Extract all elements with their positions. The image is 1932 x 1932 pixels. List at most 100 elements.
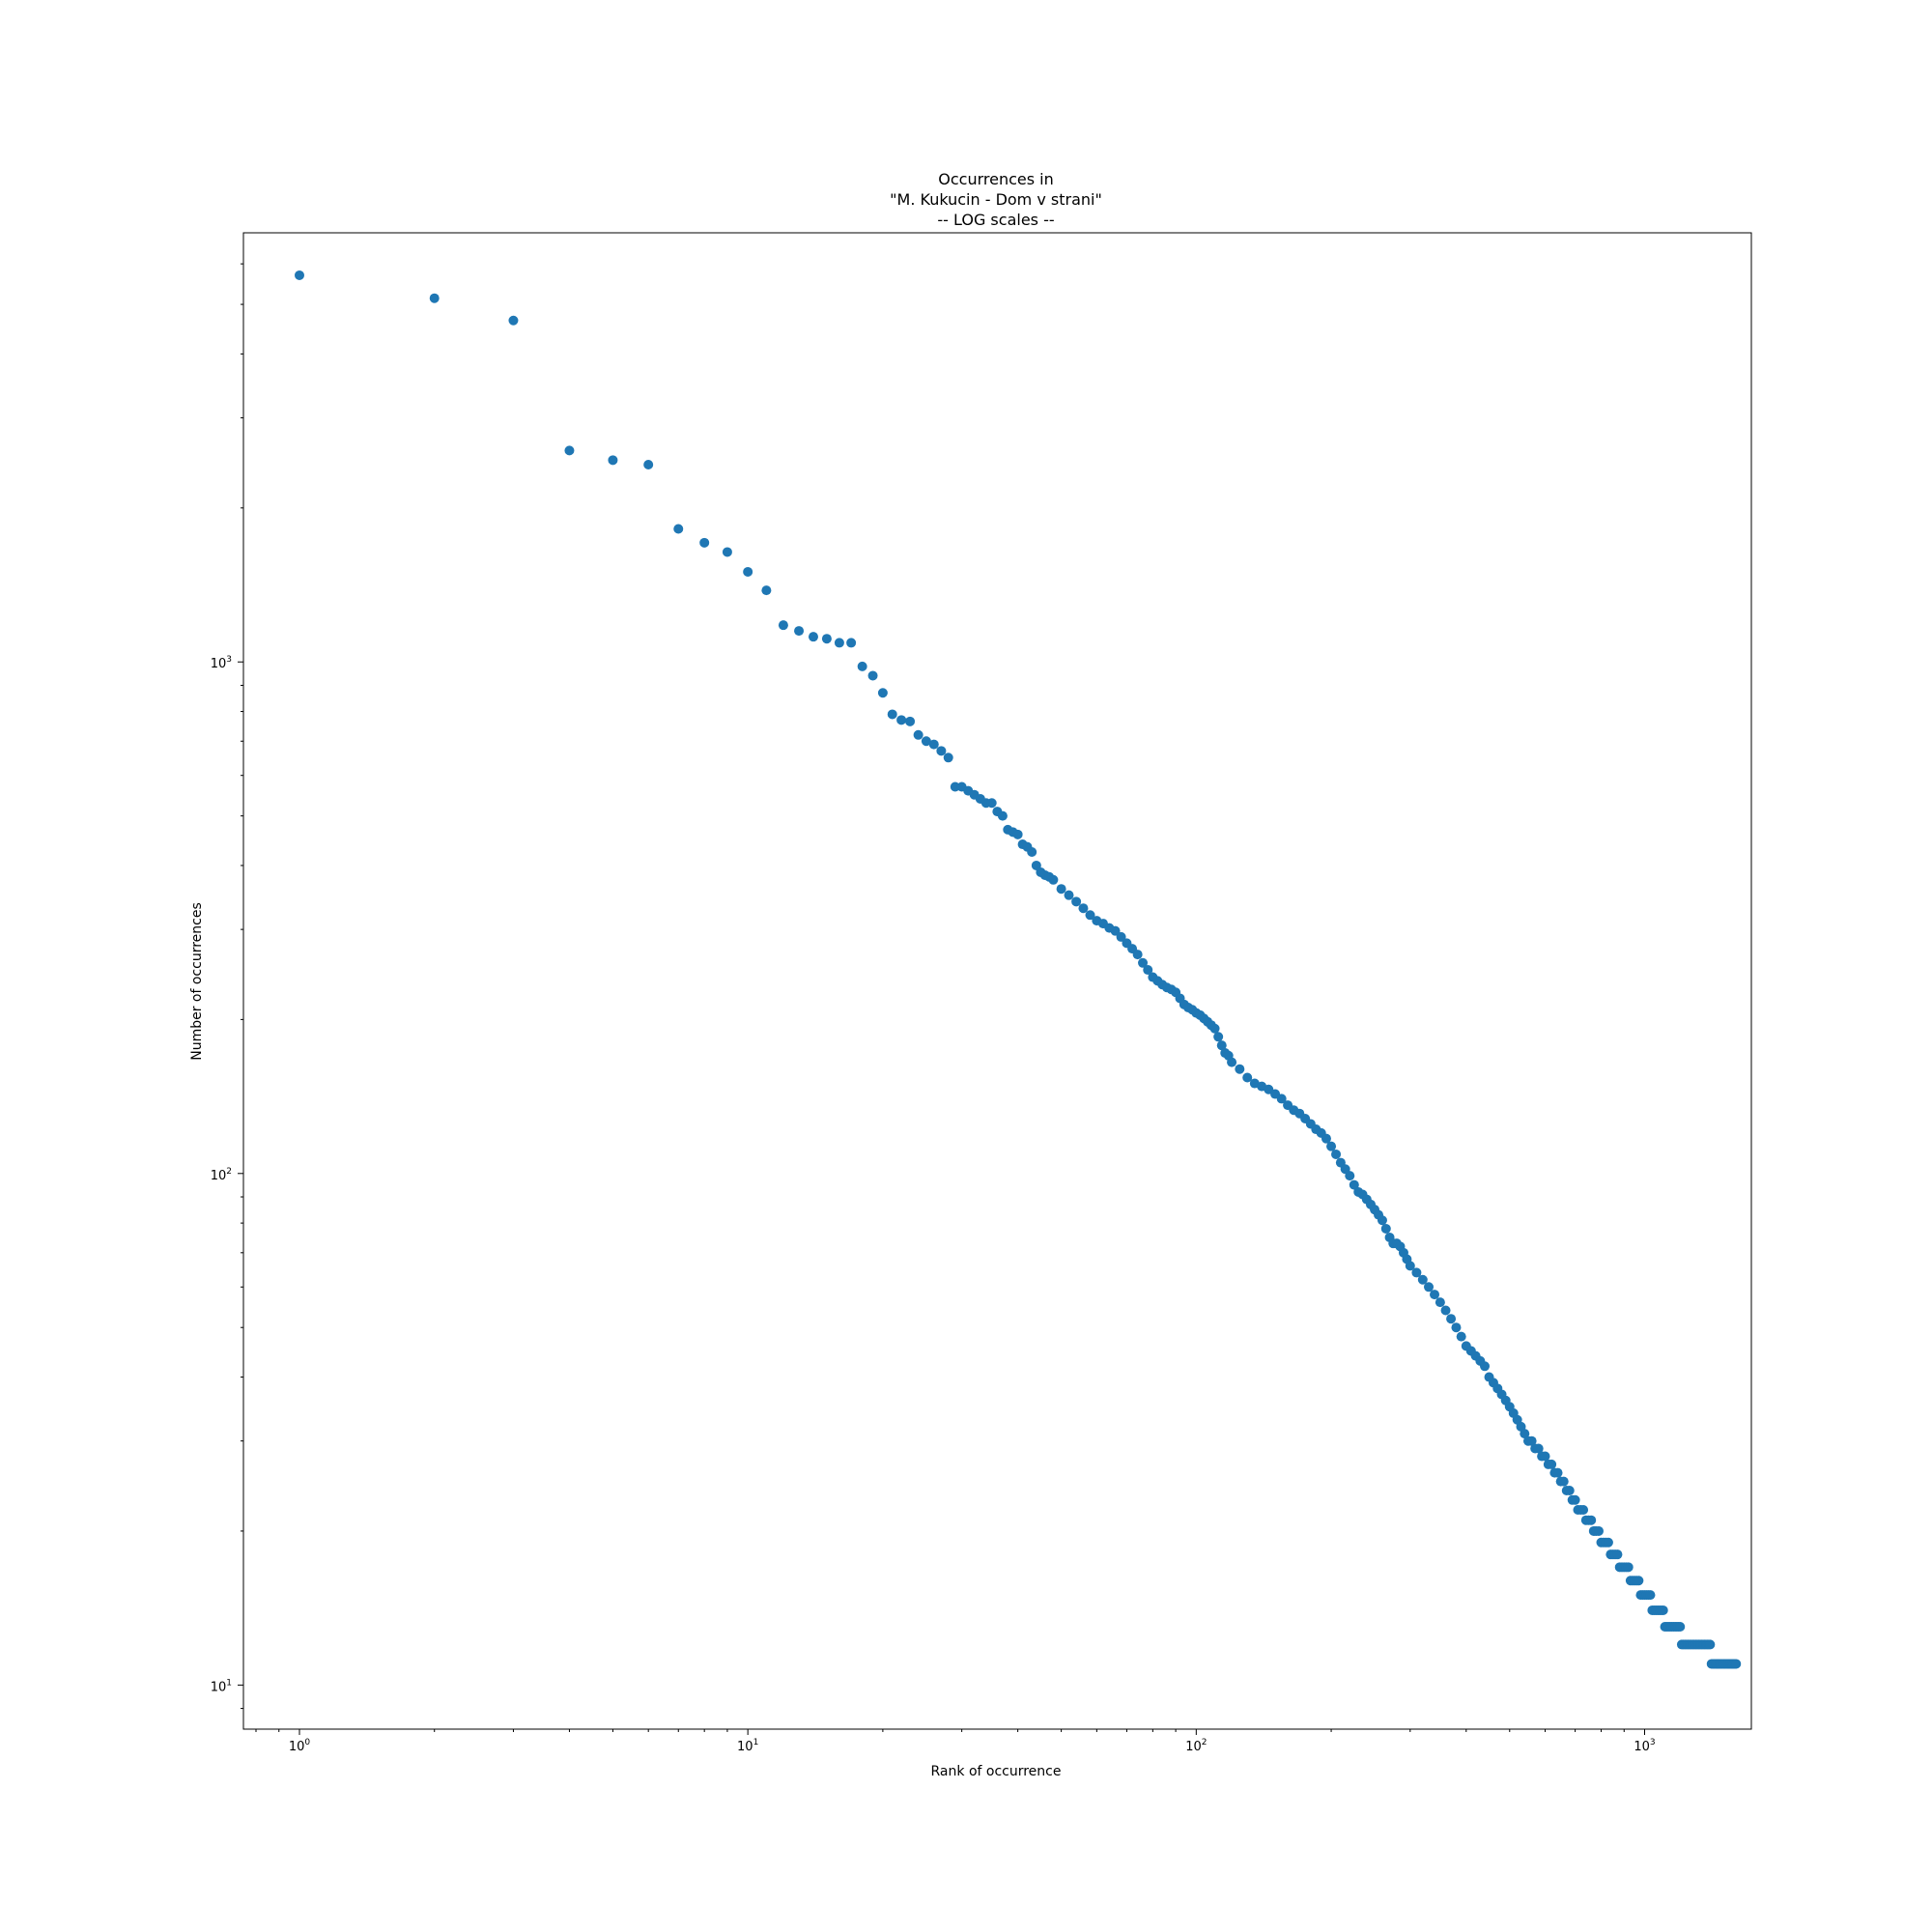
y-axis-ticks: 101 102 103 xyxy=(211,263,243,1710)
data-point-124 xyxy=(1430,1290,1440,1300)
data-point-173 xyxy=(1603,1537,1613,1548)
data-point-80 xyxy=(1213,1032,1224,1042)
chart-title: Occurrences in "M. Kukucin - Dom v stran… xyxy=(890,170,1102,229)
data-point-156 xyxy=(1558,1476,1569,1487)
data-point-52 xyxy=(1078,903,1089,914)
data-point-35 xyxy=(986,798,997,809)
data-point-123 xyxy=(1424,1282,1435,1293)
data-point-163 xyxy=(1578,1505,1589,1516)
data-point-18 xyxy=(857,661,867,671)
data-point-105 xyxy=(1349,1179,1359,1190)
data-points xyxy=(294,270,1742,1669)
data-point-146 xyxy=(1526,1435,1537,1446)
data-point-210 xyxy=(1675,1622,1686,1633)
data-point-40 xyxy=(1012,829,1023,839)
data-point-28 xyxy=(943,753,953,763)
data-point-12 xyxy=(778,620,788,631)
data-point-169 xyxy=(1593,1525,1604,1536)
data-point-3 xyxy=(508,315,519,326)
data-point-250 xyxy=(1731,1659,1742,1669)
data-point-15 xyxy=(821,634,832,644)
data-point-48 xyxy=(1048,874,1059,885)
data-point-22 xyxy=(896,715,907,725)
data-point-193 xyxy=(1645,1590,1656,1601)
data-point-84 xyxy=(1227,1057,1237,1067)
data-point-24 xyxy=(913,729,923,740)
y-tick-label-1: 102 xyxy=(211,1167,232,1183)
data-point-101 xyxy=(1331,1149,1342,1159)
data-point-23 xyxy=(905,716,916,726)
data-point-134 xyxy=(1480,1361,1491,1372)
data-point-11 xyxy=(761,585,772,596)
plot-area-frame xyxy=(242,232,1752,1730)
data-point-21 xyxy=(887,709,897,720)
data-point-120 xyxy=(1405,1261,1415,1271)
data-point-10 xyxy=(743,566,753,577)
title-line-2: "M. Kukucin - Dom v strani" xyxy=(890,190,1102,209)
data-point-8 xyxy=(699,537,710,548)
data-point-5 xyxy=(608,455,618,466)
data-point-100 xyxy=(1326,1141,1337,1151)
data-point-166 xyxy=(1586,1515,1597,1525)
data-point-37 xyxy=(997,810,1008,821)
data-point-158 xyxy=(1564,1486,1575,1496)
data-point-43 xyxy=(1027,847,1037,858)
data-point-57 xyxy=(1110,925,1121,936)
data-point-27 xyxy=(936,746,947,756)
data-point-148 xyxy=(1533,1443,1544,1454)
data-point-81 xyxy=(1216,1040,1227,1051)
x-tick-label-0: 100 xyxy=(289,1738,311,1754)
data-point-112 xyxy=(1377,1215,1387,1226)
data-point-127 xyxy=(1446,1314,1457,1324)
y-axis-label: Number of occurrences xyxy=(189,902,205,1061)
y-tick-label-2: 103 xyxy=(211,655,232,671)
data-point-4 xyxy=(564,445,575,456)
x-tick-label-2: 102 xyxy=(1185,1738,1207,1754)
data-point-200 xyxy=(1658,1605,1668,1615)
data-point-177 xyxy=(1612,1549,1623,1560)
title-line-1: Occurrences in xyxy=(938,170,1053,188)
x-axis-label: Rank of occurrence xyxy=(931,1764,1062,1779)
data-point-9 xyxy=(722,547,732,557)
data-point-144 xyxy=(1520,1429,1530,1439)
data-point-113 xyxy=(1380,1223,1391,1234)
data-point-126 xyxy=(1440,1305,1451,1316)
data-point-154 xyxy=(1552,1467,1563,1478)
x-tick-label-1: 101 xyxy=(737,1738,758,1754)
data-point-51 xyxy=(1071,896,1082,907)
data-point-49 xyxy=(1056,884,1066,895)
data-point-128 xyxy=(1451,1322,1462,1333)
x-tick-label-3: 103 xyxy=(1634,1738,1655,1754)
data-point-182 xyxy=(1623,1562,1634,1573)
data-point-121 xyxy=(1411,1267,1422,1278)
y-tick-label-0: 101 xyxy=(211,1678,232,1694)
data-point-125 xyxy=(1435,1297,1445,1308)
data-point-91 xyxy=(1276,1094,1287,1104)
data-point-63 xyxy=(1143,965,1153,976)
data-point-122 xyxy=(1417,1274,1428,1285)
data-point-160 xyxy=(1570,1494,1580,1505)
data-point-17 xyxy=(846,638,857,648)
data-point-187 xyxy=(1634,1576,1644,1586)
data-point-104 xyxy=(1345,1171,1355,1181)
data-point-16 xyxy=(834,638,844,648)
data-point-6 xyxy=(643,460,654,470)
data-point-7 xyxy=(673,524,684,534)
data-point-129 xyxy=(1456,1331,1466,1342)
data-point-86 xyxy=(1242,1072,1253,1083)
data-point-85 xyxy=(1235,1064,1245,1074)
data-point-1 xyxy=(294,270,304,280)
data-point-62 xyxy=(1138,957,1149,968)
data-point-61 xyxy=(1132,950,1143,960)
data-point-230 xyxy=(1705,1639,1716,1650)
data-point-79 xyxy=(1209,1023,1220,1034)
x-axis-ticks: 100 101 102 103 xyxy=(255,1729,1656,1754)
title-line-3: -- LOG scales -- xyxy=(937,211,1054,229)
data-point-150 xyxy=(1540,1451,1550,1462)
data-point-26 xyxy=(928,739,939,750)
data-point-13 xyxy=(794,626,805,637)
data-point-99 xyxy=(1321,1133,1331,1144)
data-point-53 xyxy=(1085,910,1095,921)
